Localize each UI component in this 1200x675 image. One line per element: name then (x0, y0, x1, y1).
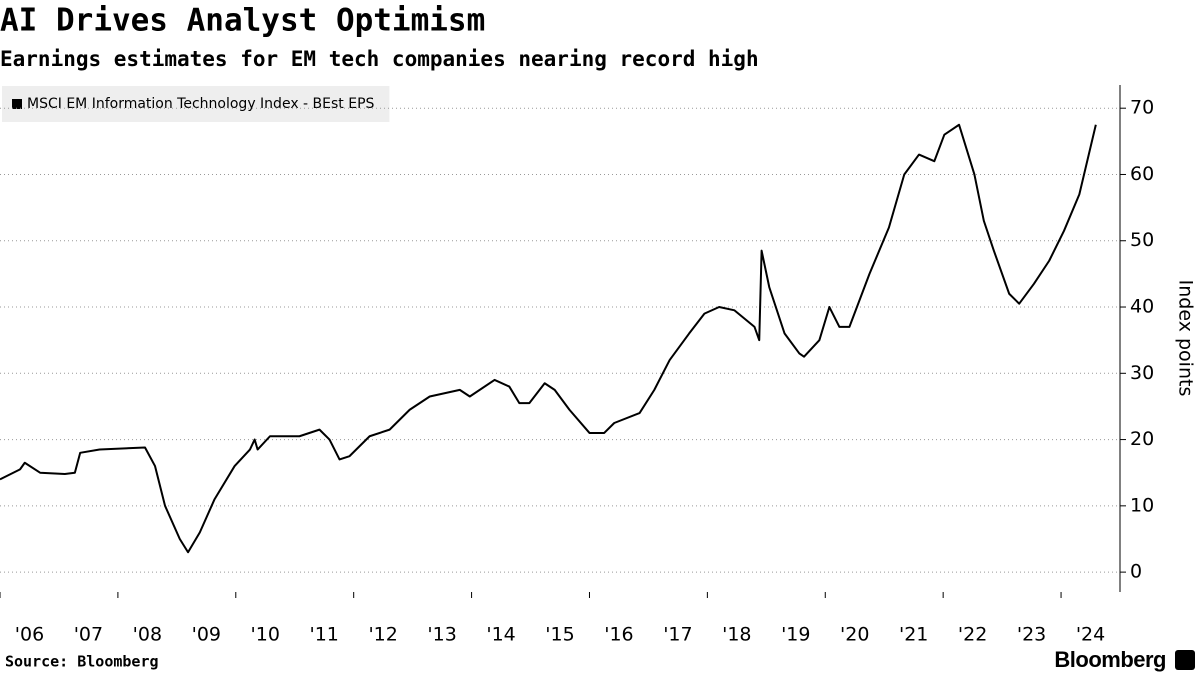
y-tick-label: 20 (1130, 428, 1154, 450)
brand: Bloomberg (1054, 647, 1166, 672)
chart-title: AI Drives Analyst Optimism (0, 3, 485, 39)
y-tick-label: 10 (1130, 494, 1154, 516)
legend-swatch (12, 99, 22, 109)
x-tick-label: '11 (310, 624, 339, 646)
x-tick-label: '12 (368, 624, 397, 646)
x-tick-label: '13 (427, 624, 456, 646)
legend-background (2, 86, 390, 122)
x-tick-label: '07 (74, 624, 103, 646)
x-tick-label: '15 (545, 624, 574, 646)
y-tick-label: 40 (1130, 296, 1154, 318)
x-tick-label: '17 (663, 624, 692, 646)
x-tick-label: '22 (958, 624, 987, 646)
y-tick-label: 50 (1130, 229, 1154, 251)
x-tick-label: '21 (899, 624, 928, 646)
y-tick-label: 70 (1130, 97, 1154, 119)
x-tick-label: '19 (781, 624, 810, 646)
brand-icon (1175, 650, 1195, 670)
chart-subtitle: Earnings estimates for EM tech companies… (0, 47, 759, 71)
y-tick-label: 60 (1130, 163, 1154, 185)
x-tick-label: '24 (1076, 624, 1105, 646)
legend: MSCI EM Information Technology Index - B… (2, 86, 390, 122)
x-tick-label: '09 (192, 624, 221, 646)
x-tick-label: '18 (722, 624, 751, 646)
x-tick-label: '14 (486, 624, 515, 646)
x-tick-label: '10 (251, 624, 280, 646)
x-tick-label: '16 (604, 624, 633, 646)
x-tick-label: '20 (840, 624, 869, 646)
x-tick-label: '23 (1017, 624, 1046, 646)
legend-label: MSCI EM Information Technology Index - B… (27, 96, 375, 112)
y-tick-label: 0 (1130, 561, 1142, 583)
x-tick-label: '08 (133, 624, 162, 646)
line (0, 123, 1097, 554)
y-axis-label: Index points (1175, 280, 1197, 397)
source: Source: Bloomberg (5, 653, 159, 671)
y-tick-label: 30 (1130, 362, 1154, 384)
x-tick-label: '06 (15, 624, 44, 646)
